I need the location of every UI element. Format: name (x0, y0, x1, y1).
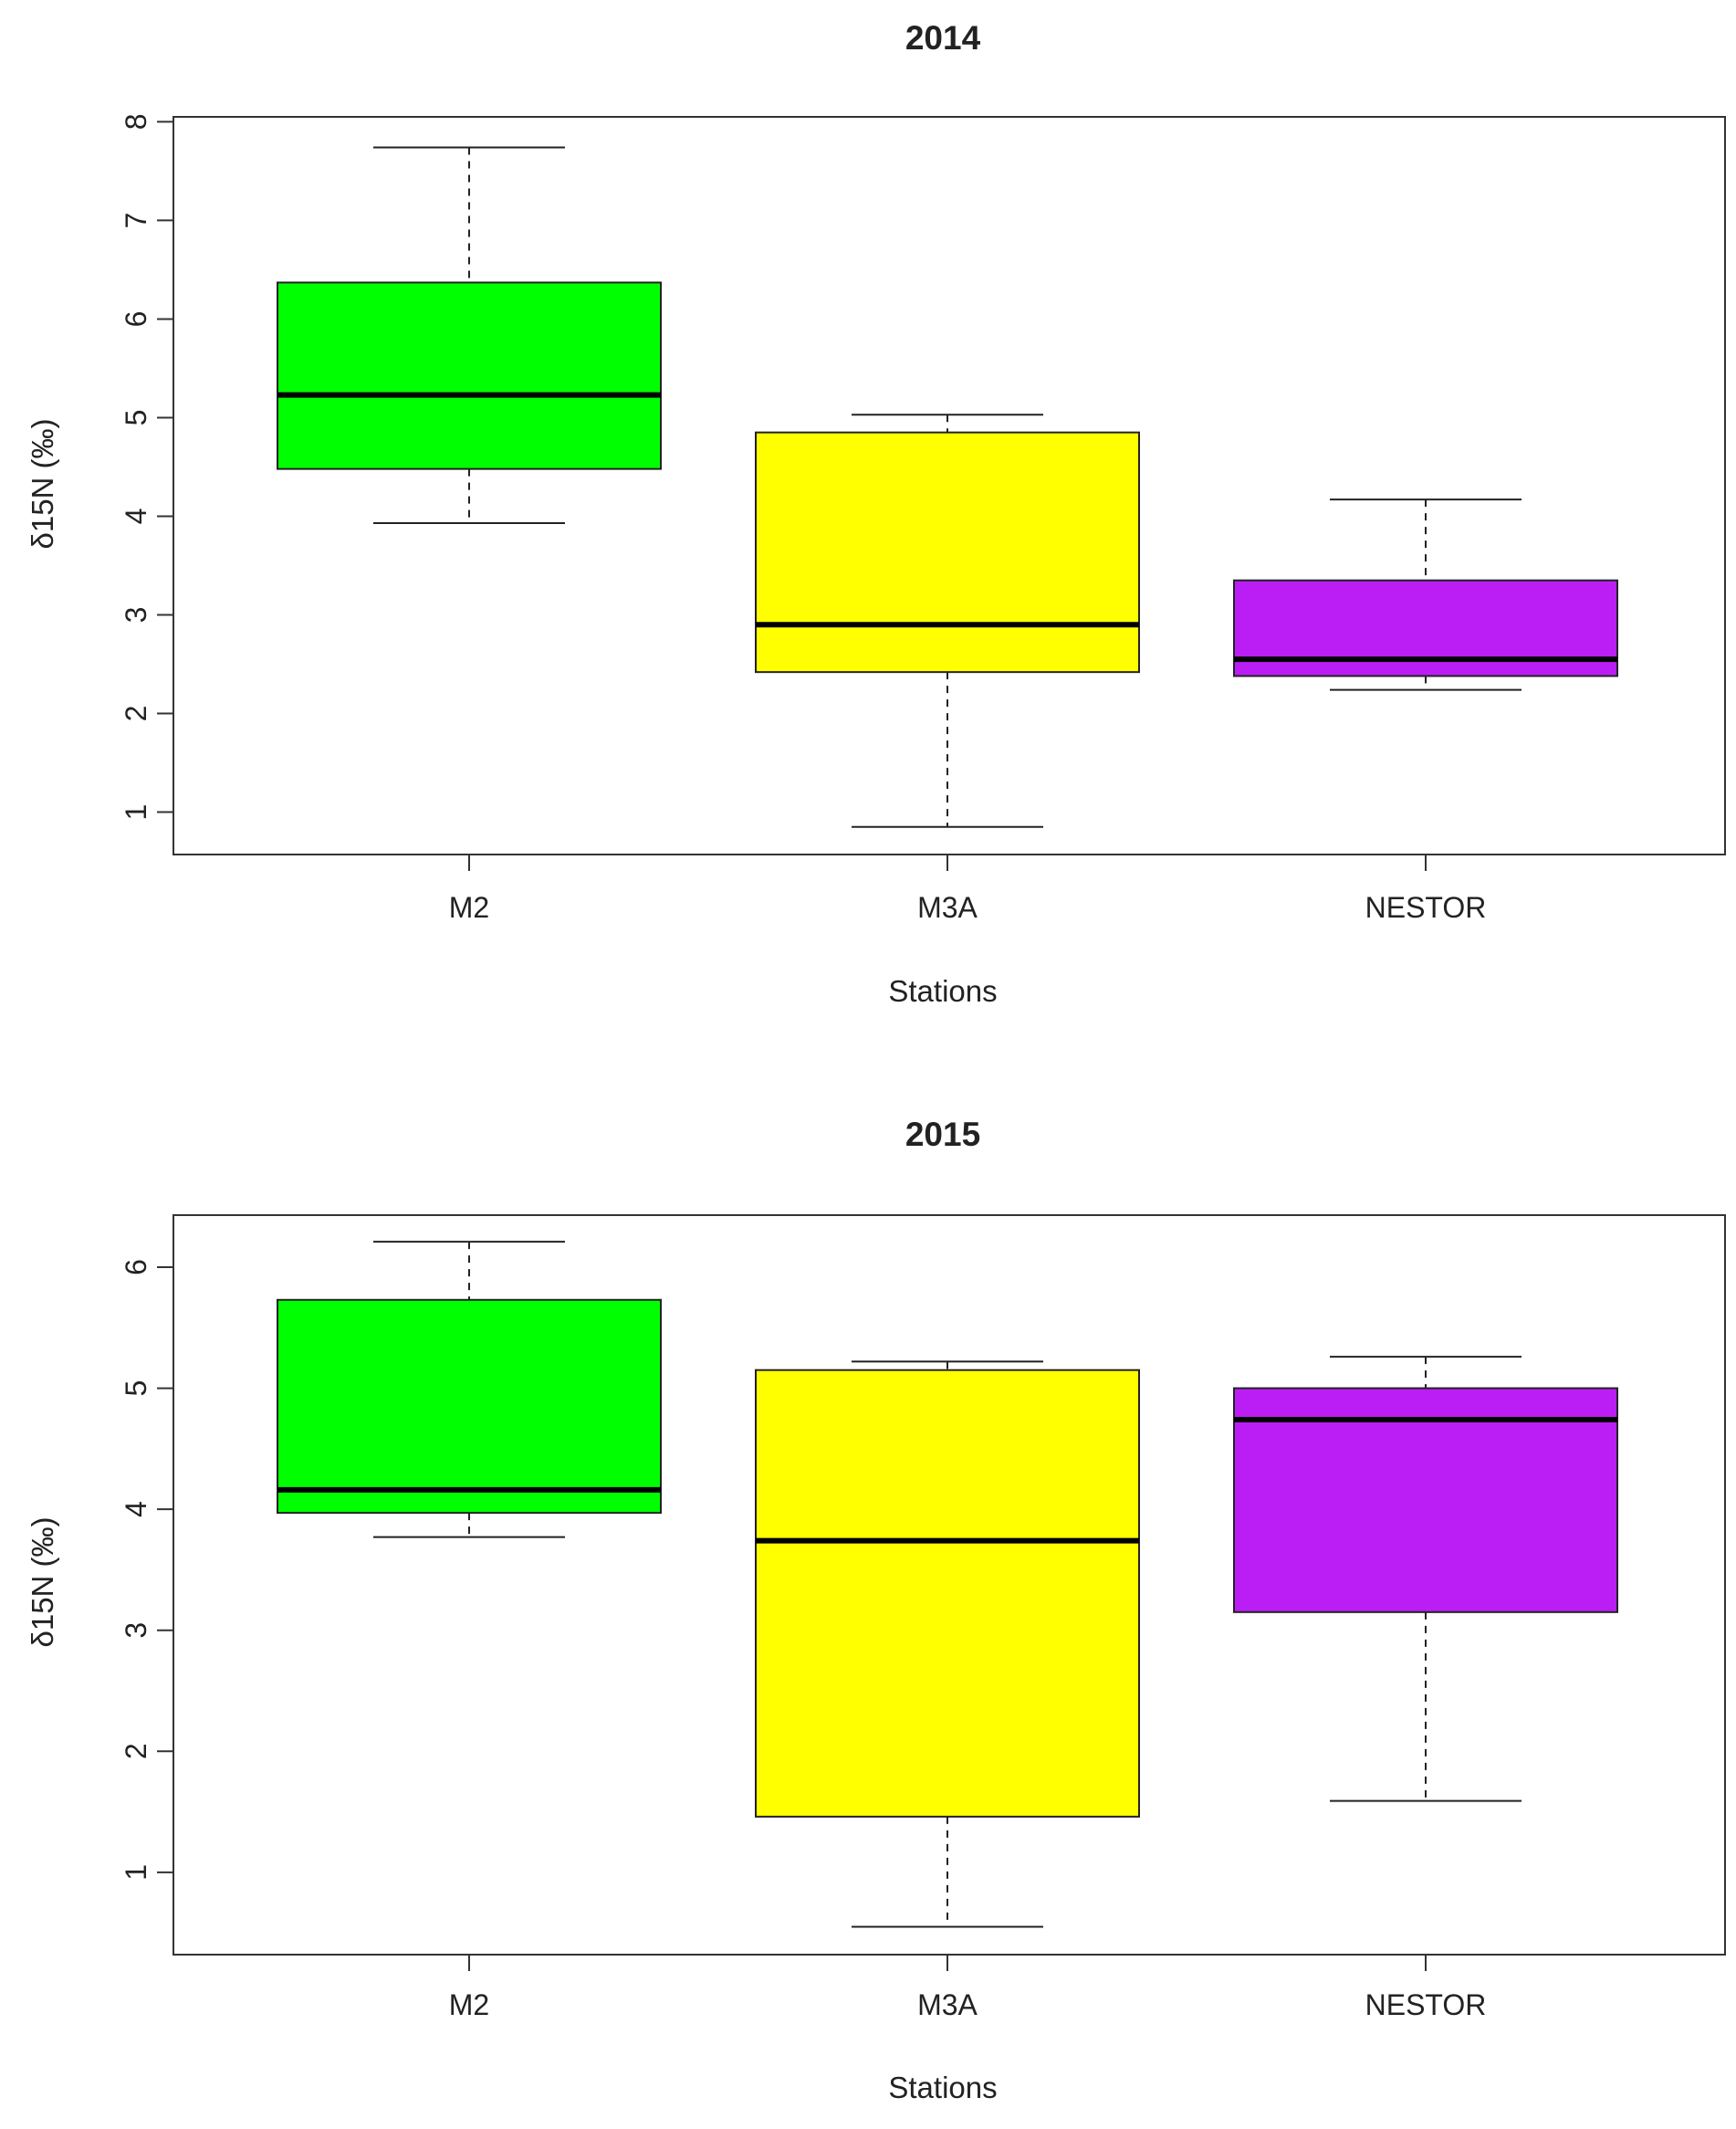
chart-2015: 2015 Stations δ15N (‰) 1 2 3 4 5 6 M2 M3A NESTOR (26, 1116, 1726, 2104)
plot-marks: 1 2 3 4 5 6 7 8 M2 M3A NESTOR (120, 114, 1726, 924)
x-tick-label: NESTOR (1365, 1988, 1487, 2021)
chart-title: 2015 (905, 1116, 980, 1153)
chart-2014: 2014 Stations δ15N (‰) 1 2 3 4 5 6 7 8 M2 M3A NEST… (26, 19, 1726, 1008)
y-tick-label: 4 (120, 1501, 152, 1517)
plot-frame (173, 1214, 1726, 1956)
plot-marks: 1 2 3 4 5 6 M2 M3A NESTOR (120, 1214, 1726, 2021)
x-axis-label: Stations (888, 2071, 997, 2104)
y-axis-label: δ15N (‰) (26, 1516, 59, 1647)
y-tick-label: 8 (120, 114, 152, 131)
x-tick-label: NESTOR (1365, 891, 1487, 924)
y-tick-label: 5 (120, 410, 152, 426)
y-tick-label: 1 (120, 1864, 152, 1881)
y-tick-label: 2 (120, 1743, 152, 1759)
chart-title: 2014 (905, 19, 981, 57)
box-m3a (755, 431, 1140, 674)
y-axis-label: δ15N (‰) (26, 418, 59, 549)
box-m3a (755, 1369, 1140, 1818)
y-tick-label: 1 (120, 804, 152, 821)
x-tick-label: M3A (917, 1988, 978, 2021)
y-tick-label: 3 (120, 1622, 152, 1639)
y-tick-label: 6 (120, 311, 152, 328)
y-tick-label: 6 (120, 1259, 152, 1275)
y-tick-label: 2 (120, 706, 152, 722)
box-m2 (277, 281, 662, 470)
x-tick-label: M3A (917, 891, 978, 924)
x-tick-label: M2 (449, 1988, 489, 2021)
y-tick-label: 3 (120, 607, 152, 624)
box-m2 (277, 1298, 662, 1515)
box-nestor (1233, 1387, 1618, 1613)
x-tick-label: M2 (449, 891, 489, 924)
x-axis-label: Stations (888, 974, 997, 1008)
y-tick-label: 4 (120, 509, 152, 525)
y-tick-label: 7 (120, 213, 152, 229)
y-tick-label: 5 (120, 1380, 152, 1397)
plot-frame (173, 116, 1726, 855)
